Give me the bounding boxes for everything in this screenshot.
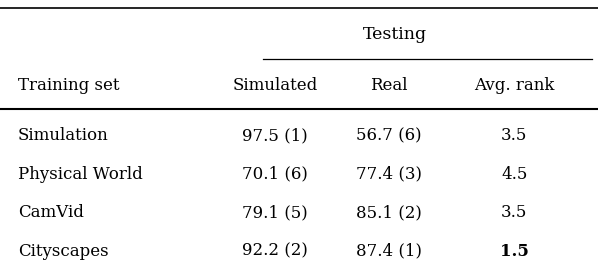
Text: 3.5: 3.5: [501, 127, 527, 144]
Text: 1.5: 1.5: [500, 243, 529, 260]
Text: Testing: Testing: [362, 26, 427, 43]
Text: 85.1 (2): 85.1 (2): [356, 204, 422, 221]
Text: 56.7 (6): 56.7 (6): [356, 127, 422, 144]
Text: 87.4 (1): 87.4 (1): [356, 243, 422, 260]
Text: CamVid: CamVid: [18, 204, 84, 221]
Text: Real: Real: [370, 77, 407, 94]
Text: 77.4 (3): 77.4 (3): [356, 166, 422, 183]
Text: Cityscapes: Cityscapes: [18, 243, 109, 260]
Text: Avg. rank: Avg. rank: [474, 77, 554, 94]
Text: 70.1 (6): 70.1 (6): [242, 166, 308, 183]
Text: 3.5: 3.5: [501, 204, 527, 221]
Text: 97.5 (1): 97.5 (1): [242, 127, 308, 144]
Text: Simulation: Simulation: [18, 127, 109, 144]
Text: 79.1 (5): 79.1 (5): [242, 204, 308, 221]
Text: Simulated: Simulated: [233, 77, 318, 94]
Text: 92.2 (2): 92.2 (2): [242, 243, 308, 260]
Text: 4.5: 4.5: [501, 166, 527, 183]
Text: Physical World: Physical World: [18, 166, 143, 183]
Text: Training set: Training set: [18, 77, 120, 94]
